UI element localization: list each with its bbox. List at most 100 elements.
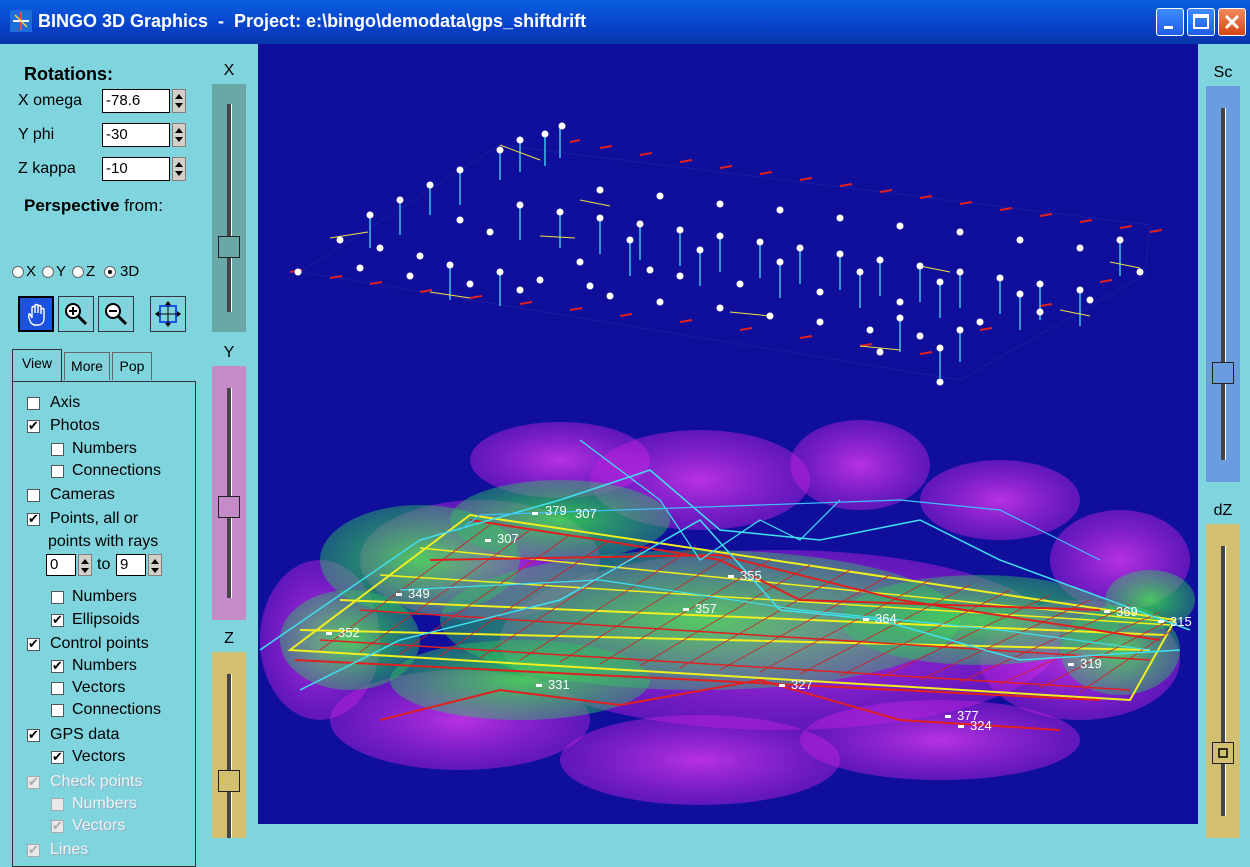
points-checkbox[interactable] bbox=[27, 511, 40, 527]
cp-connections-label: Connections bbox=[72, 701, 161, 718]
ellipsoids-checkbox[interactable] bbox=[51, 612, 64, 628]
chk-numbers-label: Numbers bbox=[72, 795, 137, 812]
gps-vectors-label: Vectors bbox=[72, 748, 126, 765]
cameras-checkbox[interactable] bbox=[27, 489, 40, 502]
pan-tool-button[interactable] bbox=[18, 296, 54, 332]
y-phi-spinner[interactable]: -30 bbox=[102, 123, 188, 147]
control-points-label: Control points bbox=[50, 635, 149, 652]
chk-vectors-label: Vectors bbox=[72, 817, 126, 834]
rays-from-spin-arrows[interactable] bbox=[78, 554, 92, 576]
y-phi-label: Y phi bbox=[18, 126, 55, 143]
photo-numbers-checkbox[interactable] bbox=[51, 443, 64, 456]
gps-data-checkbox[interactable] bbox=[27, 727, 40, 743]
z-slider-groove bbox=[227, 674, 232, 838]
chk-vectors-checkbox bbox=[51, 818, 64, 834]
rays-from-spinner[interactable]: 0 bbox=[46, 554, 92, 578]
z-kappa-spin-arrows[interactable] bbox=[172, 157, 186, 181]
chk-numbers-checkbox bbox=[51, 798, 64, 811]
scale-slider-thumb[interactable] bbox=[1212, 362, 1234, 384]
x-omega-spinner[interactable]: -78.6 bbox=[102, 89, 188, 113]
minimize-button[interactable] bbox=[1156, 8, 1184, 36]
cp-vectors-checkbox[interactable] bbox=[51, 682, 64, 695]
cp-label-307-a: 307 bbox=[575, 506, 597, 521]
x-rotation-slider[interactable]: X bbox=[212, 60, 246, 332]
photo-numbers-label: Numbers bbox=[72, 440, 137, 457]
fit-view-button[interactable] bbox=[150, 296, 186, 332]
block-strips bbox=[259, 439, 1191, 731]
cp-label-352: 352 bbox=[338, 625, 360, 640]
rays-to-spinner[interactable]: 9 bbox=[116, 554, 164, 578]
perspective-radio-3d[interactable] bbox=[104, 266, 116, 278]
z-kappa-spinner[interactable]: -10 bbox=[102, 157, 188, 181]
scale-slider[interactable]: Sc bbox=[1206, 62, 1240, 482]
y-rotation-slider[interactable]: Y bbox=[212, 342, 246, 620]
view-options-panel bbox=[12, 381, 196, 867]
window-title: BINGO 3D Graphics - Project: e:\bingo\de… bbox=[38, 11, 587, 31]
z-slider-track[interactable] bbox=[212, 652, 246, 838]
gps-vectors-checkbox[interactable] bbox=[51, 749, 64, 765]
x-omega-input[interactable]: -78.6 bbox=[102, 89, 170, 113]
perspective-radio-z[interactable] bbox=[72, 266, 84, 278]
app-icon bbox=[10, 10, 32, 32]
x-slider-groove bbox=[227, 104, 232, 312]
left-panel: Rotations: X omega -78.6 Y phi -30 Z kap… bbox=[0, 44, 210, 867]
points-label-line2: points with rays bbox=[48, 533, 159, 550]
y-slider-track[interactable] bbox=[212, 366, 246, 620]
cp-label-357: 357 bbox=[695, 601, 717, 616]
scale-slider-track[interactable] bbox=[1206, 86, 1240, 482]
spin-arrows-icon bbox=[175, 128, 183, 142]
dz-slider-track[interactable] bbox=[1206, 524, 1240, 838]
3d-viewport[interactable]: 379 307 307 355 349 357 364 369 315 352 … bbox=[258, 44, 1198, 824]
points-label-line1: Points, all or bbox=[50, 510, 139, 527]
y-phi-input[interactable]: -30 bbox=[102, 123, 170, 147]
tab-more[interactable]: More bbox=[64, 352, 110, 380]
photos-checkbox[interactable] bbox=[27, 418, 40, 434]
z-kappa-label: Z kappa bbox=[18, 160, 76, 177]
tab-pop[interactable]: Pop bbox=[112, 352, 152, 380]
spin-arrows-icon bbox=[81, 559, 89, 573]
dz-slider-groove bbox=[1221, 546, 1226, 816]
right-panel: Sc dZ bbox=[1204, 44, 1250, 838]
cp-label-307-b: 307 bbox=[497, 531, 519, 546]
photos-label: Photos bbox=[50, 417, 100, 434]
lines-label: Lines bbox=[50, 841, 89, 858]
zoom-out-button[interactable] bbox=[98, 296, 134, 332]
photo-network bbox=[289, 122, 1163, 386]
point-numbers-checkbox[interactable] bbox=[51, 591, 64, 604]
x-slider-track[interactable] bbox=[212, 84, 246, 332]
z-slider-thumb[interactable] bbox=[218, 770, 240, 792]
z-kappa-input[interactable]: -10 bbox=[102, 157, 170, 181]
x-slider-thumb[interactable] bbox=[218, 236, 240, 258]
dz-slider-thumb[interactable] bbox=[1212, 742, 1234, 764]
axis-checkbox[interactable] bbox=[27, 397, 40, 410]
perspective-label-z: Z bbox=[86, 263, 96, 280]
photo-connections-checkbox[interactable] bbox=[51, 465, 64, 478]
cameras-label: Cameras bbox=[50, 486, 115, 503]
scale-slider-groove bbox=[1221, 108, 1226, 460]
x-omega-spin-arrows[interactable] bbox=[172, 89, 186, 113]
rays-to-spin-arrows[interactable] bbox=[148, 554, 162, 576]
y-phi-spin-arrows[interactable] bbox=[172, 123, 186, 147]
dz-slider[interactable]: dZ bbox=[1206, 500, 1240, 838]
maximize-button[interactable] bbox=[1187, 8, 1215, 36]
photo-connections-label: Connections bbox=[72, 462, 161, 479]
cp-numbers-checkbox[interactable] bbox=[51, 658, 64, 674]
cp-numbers-label: Numbers bbox=[72, 657, 137, 674]
3d-scene: 379 307 307 355 349 357 364 369 315 352 … bbox=[259, 122, 1195, 805]
y-slider-thumb[interactable] bbox=[218, 496, 240, 518]
tab-view[interactable]: View bbox=[12, 349, 62, 381]
fit-view-icon bbox=[155, 301, 181, 327]
thumb-grip-icon bbox=[1218, 748, 1228, 758]
rays-from-input[interactable]: 0 bbox=[46, 554, 76, 576]
control-points-checkbox[interactable] bbox=[27, 636, 40, 652]
cp-connections-checkbox[interactable] bbox=[51, 704, 64, 717]
zoom-in-button[interactable] bbox=[58, 296, 94, 332]
z-rotation-slider[interactable]: Z bbox=[212, 628, 246, 838]
maximize-icon bbox=[1193, 14, 1209, 29]
spin-arrows-icon bbox=[175, 162, 183, 176]
perspective-radio-x[interactable] bbox=[12, 266, 24, 278]
close-button[interactable] bbox=[1218, 8, 1246, 36]
rays-to-input[interactable]: 9 bbox=[116, 554, 146, 576]
perspective-radio-y[interactable] bbox=[42, 266, 54, 278]
gps-data-label: GPS data bbox=[50, 726, 120, 743]
